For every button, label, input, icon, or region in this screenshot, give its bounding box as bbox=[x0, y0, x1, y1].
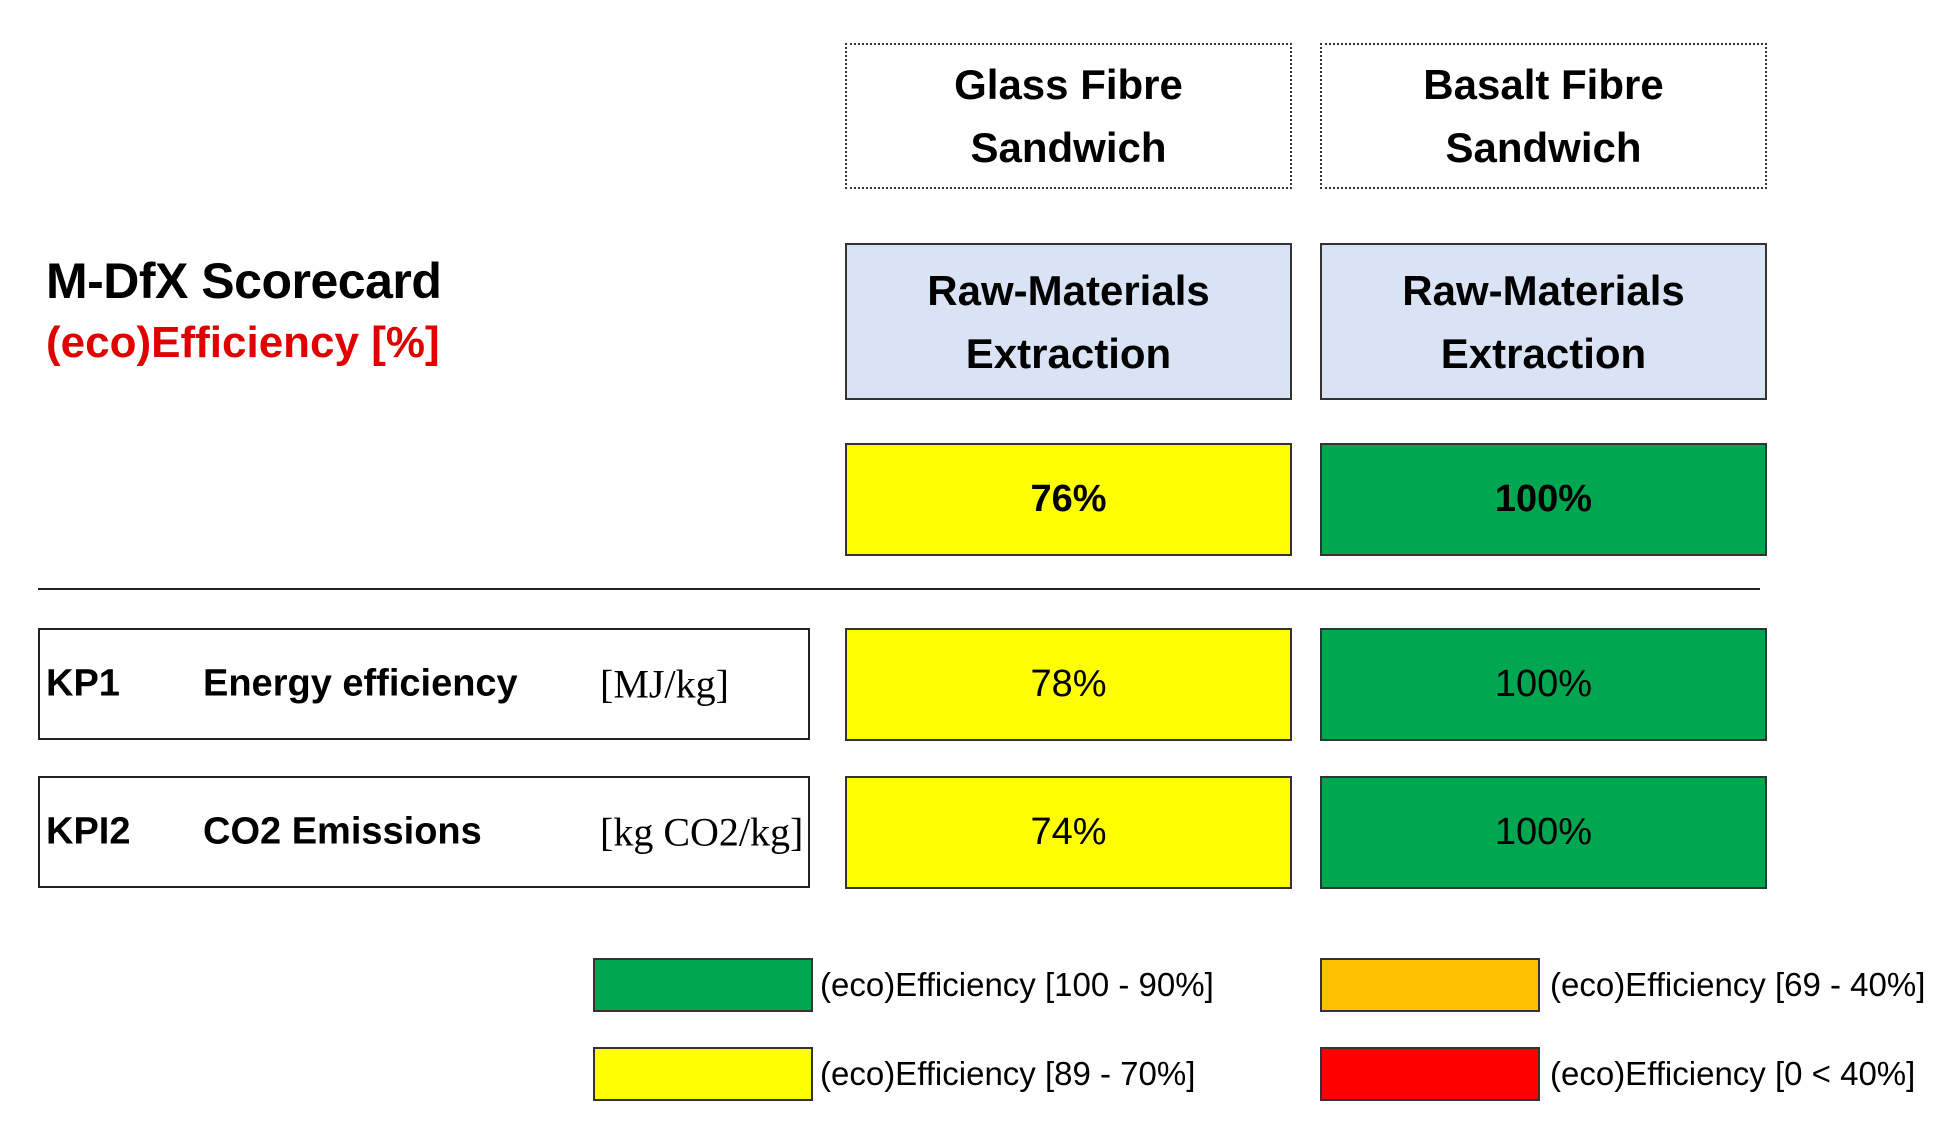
kpi2-score-basalt-fibre: 100% bbox=[1320, 776, 1767, 889]
column-header-line2: Sandwich bbox=[970, 124, 1167, 171]
stage-box-glass-fibre: Raw-Materials Extraction bbox=[845, 243, 1292, 400]
column-header-line1: Basalt Fibre bbox=[1423, 61, 1664, 108]
legend-swatch-green bbox=[593, 958, 813, 1012]
legend-swatch-orange bbox=[1320, 958, 1540, 1012]
kpi-unit: [kg CO2/kg] bbox=[600, 809, 804, 855]
total-score-glass-fibre: 76% bbox=[845, 443, 1292, 556]
legend-label-green: (eco)Efficiency [100 - 90%] bbox=[820, 966, 1214, 1003]
column-header-line2: Sandwich bbox=[1445, 124, 1642, 171]
kpi1-score-basalt-fibre: 100% bbox=[1320, 628, 1767, 741]
kpi2-score-glass-fibre: 74% bbox=[845, 776, 1292, 889]
stage-line2: Extraction bbox=[965, 329, 1172, 377]
legend-label-red: (eco)Efficiency [0 < 40%] bbox=[1550, 1055, 1916, 1092]
column-header-line1: Glass Fibre bbox=[954, 61, 1183, 108]
kpi1-score-glass-fibre: 78% bbox=[845, 628, 1292, 741]
kpi-row-energy-efficiency: KP1 Energy efficiency [MJ/kg] bbox=[38, 628, 810, 740]
kpi-code: KPI2 bbox=[46, 810, 131, 853]
kpi-code: KP1 bbox=[46, 662, 120, 705]
legend-label-orange: (eco)Efficiency [69 - 40%] bbox=[1550, 966, 1926, 1003]
kpi-name: Energy efficiency bbox=[203, 662, 518, 705]
column-header-glass-fibre: Glass Fibre Sandwich bbox=[845, 43, 1292, 189]
legend-swatch-red bbox=[1320, 1047, 1540, 1101]
kpi-name: CO2 Emissions bbox=[203, 810, 482, 853]
stage-line1: Raw-Materials bbox=[927, 266, 1210, 314]
stage-line1: Raw-Materials bbox=[1402, 266, 1685, 314]
stage-box-basalt-fibre: Raw-Materials Extraction bbox=[1320, 243, 1767, 400]
scorecard-title: M-DfX Scorecard bbox=[46, 253, 442, 309]
kpi-unit: [MJ/kg] bbox=[600, 661, 729, 707]
kpi-row-co2-emissions: KPI2 CO2 Emissions [kg CO2/kg] bbox=[38, 776, 810, 888]
column-header-basalt-fibre: Basalt Fibre Sandwich bbox=[1320, 43, 1767, 189]
legend-label-yellow: (eco)Efficiency [89 - 70%] bbox=[820, 1055, 1196, 1092]
legend-swatch-yellow bbox=[593, 1047, 813, 1101]
scorecard-subtitle: (eco)Efficiency [%] bbox=[46, 318, 440, 367]
total-score-basalt-fibre: 100% bbox=[1320, 443, 1767, 556]
section-divider bbox=[38, 588, 1760, 590]
stage-line2: Extraction bbox=[1440, 329, 1647, 377]
